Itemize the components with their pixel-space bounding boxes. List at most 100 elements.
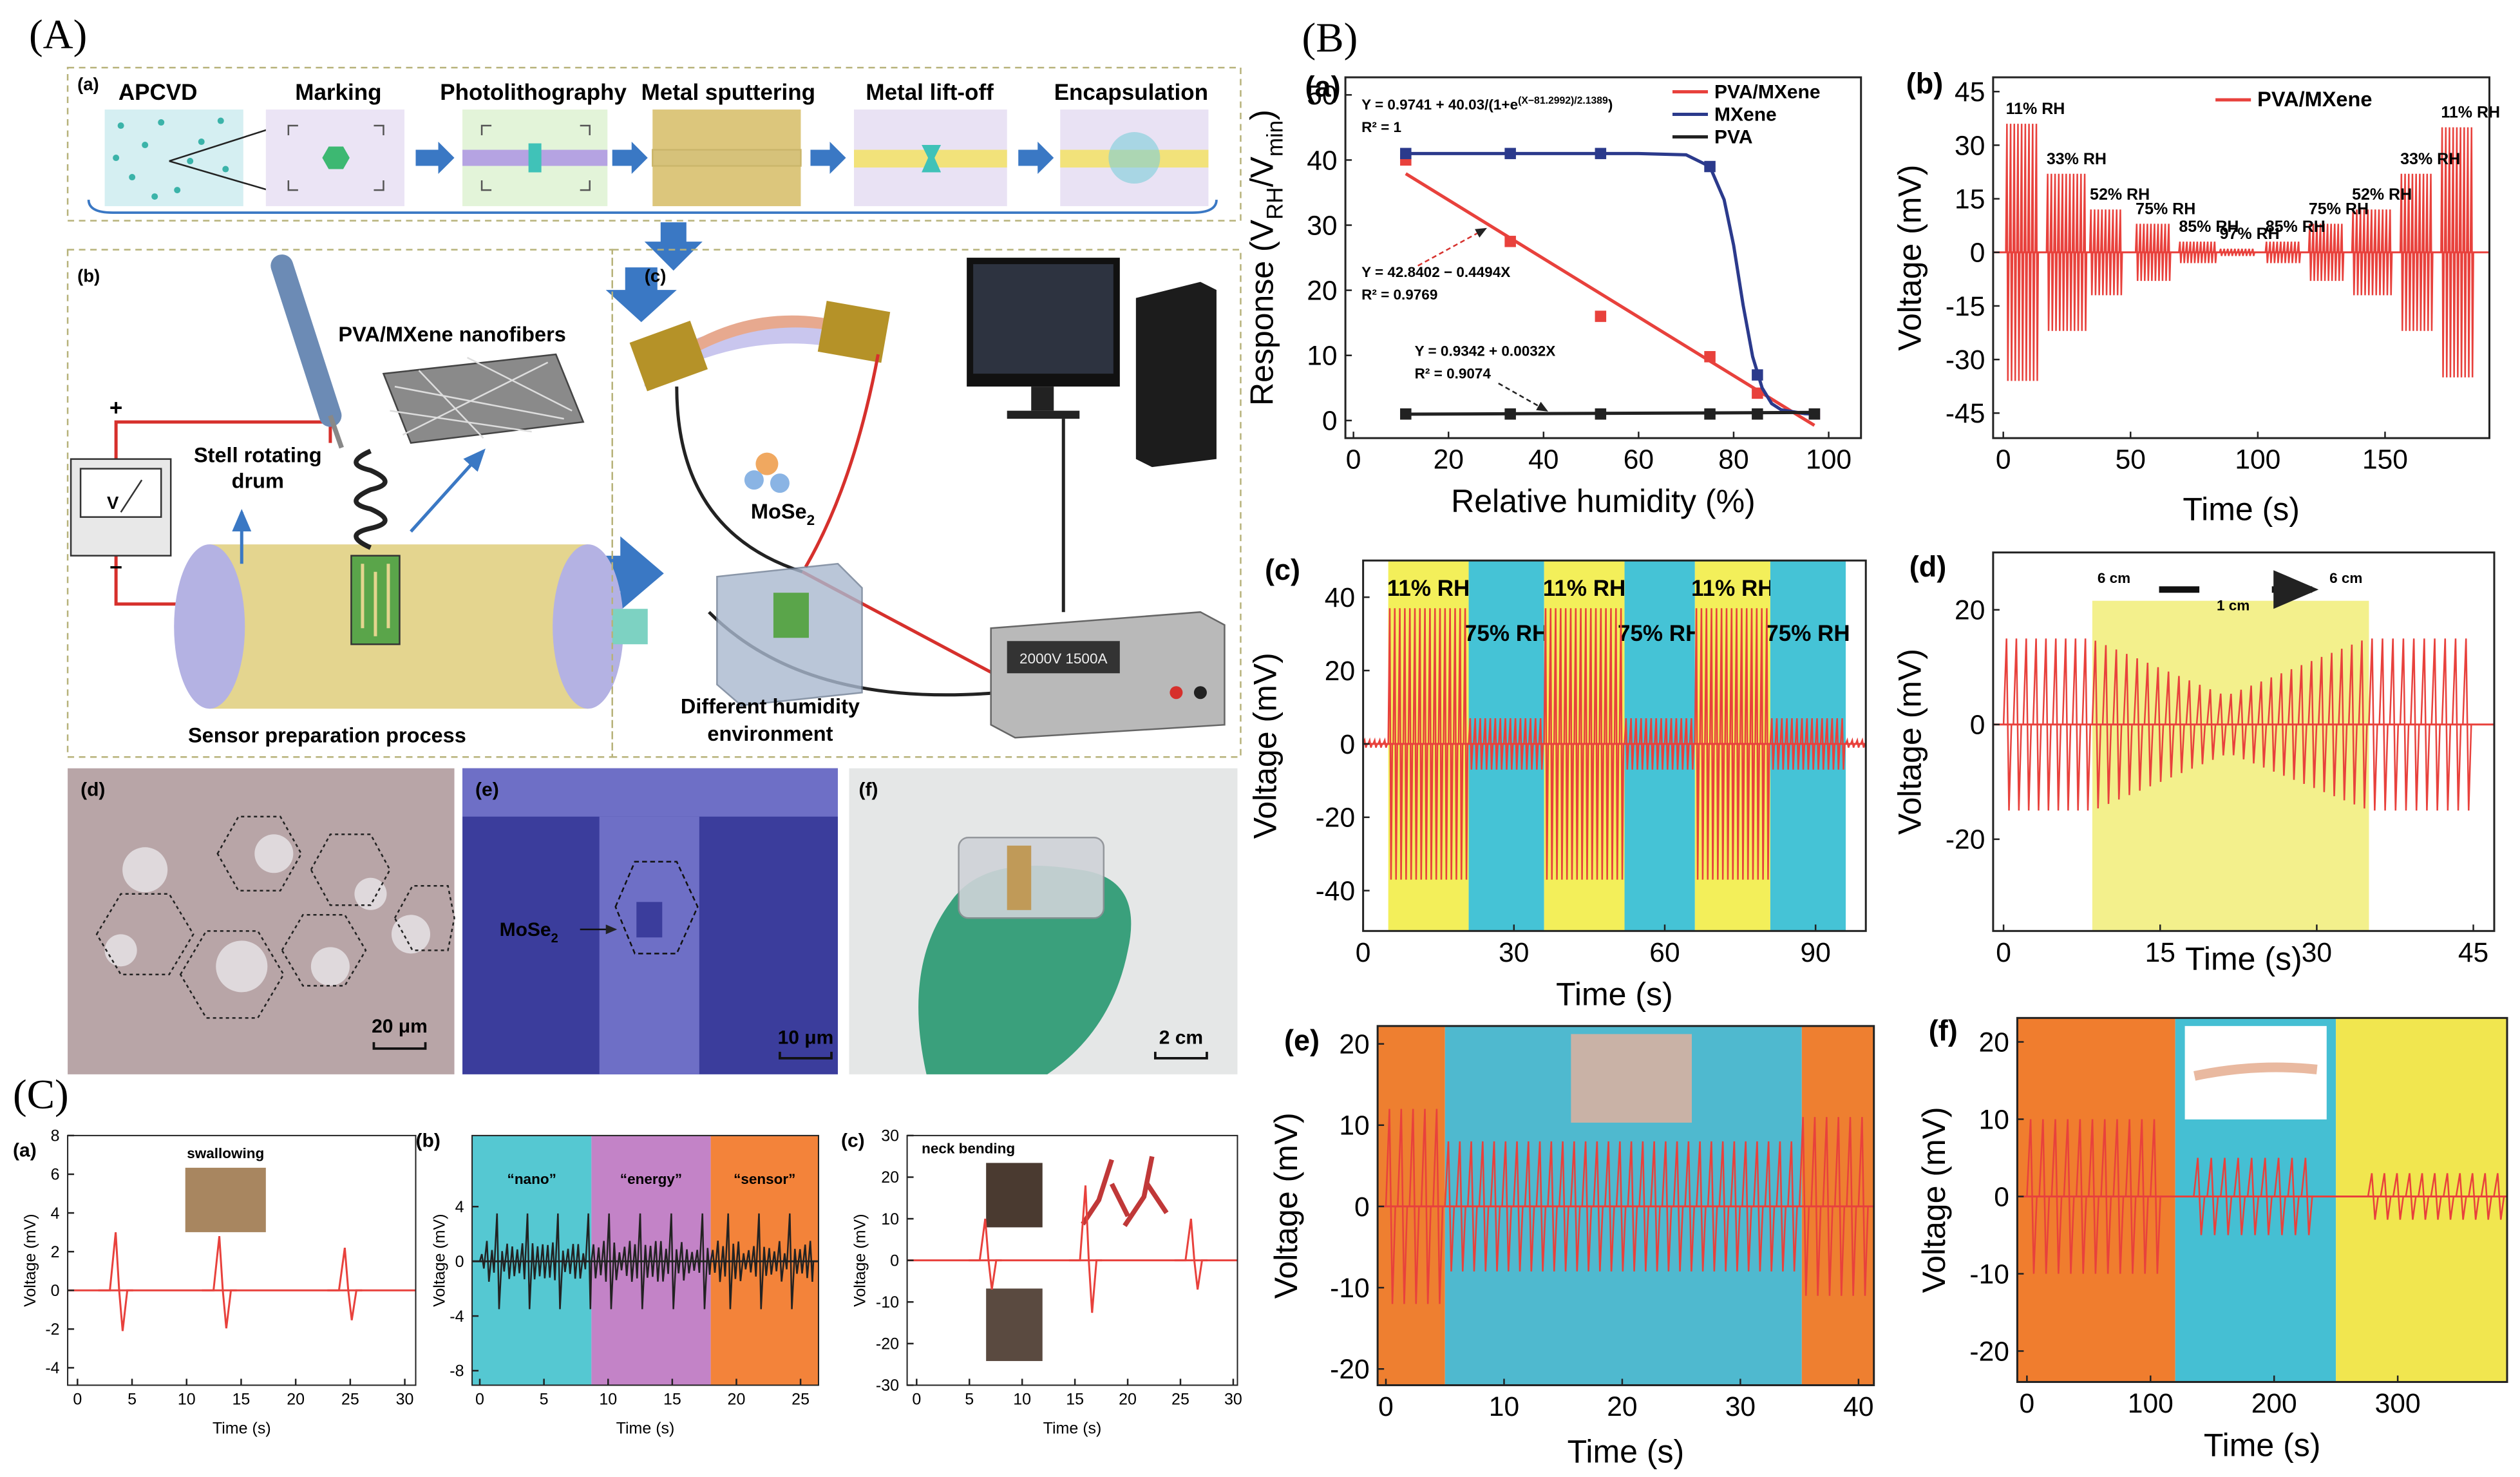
x-tick-label: 100 — [2128, 1389, 2174, 1419]
y-tick-label: 10 — [1979, 1105, 2009, 1135]
segment-label: 11% RH — [2006, 100, 2065, 118]
x-tick-label: 30 — [396, 1390, 414, 1408]
screen — [973, 264, 1113, 374]
pulse — [969, 1218, 1002, 1290]
panel-label: (c) — [645, 266, 667, 286]
waveform — [2368, 638, 2474, 811]
x-tick-label: 15 — [663, 1390, 681, 1408]
x-axis-label: Time (s) — [2185, 940, 2302, 977]
display — [1007, 641, 1120, 674]
scale-bar — [779, 1051, 833, 1060]
hexagons — [95, 815, 455, 1019]
waveform — [2219, 248, 2255, 256]
waveform — [2026, 1119, 2163, 1274]
axes-frame — [471, 1134, 819, 1386]
waveform — [2002, 638, 2092, 811]
schematic: (a) APCVD Marking Photolithography Metal… — [66, 66, 1242, 758]
annotation: R² = 1 — [1361, 119, 1401, 135]
x-tick-label: 90 — [1801, 938, 1831, 968]
y-tick-label: 10 — [881, 1210, 899, 1228]
stripe — [652, 149, 802, 167]
electrode — [629, 320, 708, 392]
label: MoSe2 — [500, 919, 558, 946]
band — [2336, 1018, 2507, 1382]
scale-label: 20 μm — [372, 1016, 428, 1037]
segment-label: 85% RH — [2266, 218, 2326, 236]
film — [692, 315, 830, 355]
segment-label: 33% RH — [2400, 150, 2460, 168]
axes-frame — [1344, 76, 1862, 439]
y-axis-label: Voltage (mV) — [851, 1214, 869, 1306]
waveform — [1844, 737, 1866, 748]
annotation: Y = 0.9342 + 0.0032X — [1415, 343, 1556, 359]
atom — [744, 470, 764, 490]
legend-label: PVA — [1714, 127, 1752, 148]
y-axis-label-part: RH — [1263, 187, 1288, 220]
annotation-part: (X−81.2992)/2.1389 — [1518, 95, 1608, 106]
band-label: “energy” — [620, 1171, 682, 1187]
waveform — [2399, 173, 2434, 331]
panel-label: (a) — [13, 1139, 37, 1161]
y-axis-label: Voltage (mV) — [1268, 1112, 1304, 1299]
x-axis-label: Time (s) — [616, 1419, 675, 1437]
point — [1504, 408, 1516, 420]
y-tick-label: 0 — [1354, 1192, 1370, 1223]
flake — [922, 145, 942, 173]
plot-area — [907, 1135, 1238, 1386]
chart: 0 15 30 45 -20 0 20 (d) Time (s) Voltage (mV) 6 cm… — [1891, 550, 2496, 977]
pulse — [98, 1232, 133, 1331]
gap — [636, 902, 663, 938]
step-title: APCVD — [118, 80, 198, 105]
y-tick-label: 20 — [1955, 596, 1985, 626]
point — [1595, 310, 1607, 322]
wire — [114, 420, 332, 459]
syringe — [270, 254, 342, 427]
y-tick-label: 15 — [1955, 184, 1985, 214]
inset-photo — [986, 1288, 1043, 1361]
band-label: 11% RH — [1387, 576, 1470, 601]
x-tick-label: 0 — [1356, 938, 1371, 968]
axes-frame — [1376, 1025, 1875, 1386]
wire — [804, 354, 880, 568]
label: Different humidity — [681, 695, 860, 718]
point — [1504, 236, 1516, 247]
y-tick-label: 8 — [51, 1127, 60, 1145]
panel-label: (d) — [81, 779, 105, 800]
frame — [611, 249, 1242, 758]
plot-background — [1345, 77, 1861, 439]
panel-label: (e) — [1284, 1024, 1320, 1056]
waveform — [1444, 1141, 1800, 1272]
waveform — [478, 1213, 592, 1310]
x-tick-label: 20 — [1607, 1392, 1637, 1422]
runners — [1081, 1156, 1169, 1227]
sensor — [773, 593, 809, 638]
point — [1504, 148, 1516, 160]
y-tick-label: 0 — [455, 1253, 464, 1271]
y-tick-label: 0 — [1970, 710, 1985, 741]
label: PVA/MXene nanofibers — [338, 323, 565, 346]
x-tick-label: 200 — [2251, 1389, 2297, 1419]
y-tick-label: -40 — [1316, 877, 1355, 907]
step-image — [104, 110, 243, 207]
y-axis-label: Voltage (mV) — [1891, 165, 1928, 351]
y-tick-label: 2 — [51, 1243, 60, 1261]
x-tick-label: 20 — [1119, 1390, 1137, 1408]
waveform — [1387, 608, 1469, 880]
waveform — [2307, 224, 2345, 281]
scale-label: 10 μm — [778, 1027, 834, 1048]
chart: 0 5 10 15 20 25 30 -30 -20 -10 0 10 20 30 (c) Time (s) V… — [841, 1127, 1242, 1438]
x-tick-label: 0 — [1378, 1392, 1394, 1422]
x-tick-label: 5 — [965, 1390, 974, 1408]
segment-label: 33% RH — [2047, 150, 2107, 168]
y-tick-label: 0 — [890, 1252, 899, 1270]
jet — [354, 448, 388, 550]
point — [1704, 160, 1716, 173]
x-tick-label: 0 — [1996, 938, 2011, 968]
annotation: Y = 42.8402 − 0.4494X — [1361, 264, 1510, 280]
y-tick-label: -20 — [1946, 825, 1985, 855]
x-tick-label: 0 — [1346, 445, 1361, 475]
drum-end — [553, 544, 624, 709]
fibers — [390, 357, 573, 439]
needle — [120, 479, 143, 513]
panel-label: (f) — [859, 779, 878, 800]
